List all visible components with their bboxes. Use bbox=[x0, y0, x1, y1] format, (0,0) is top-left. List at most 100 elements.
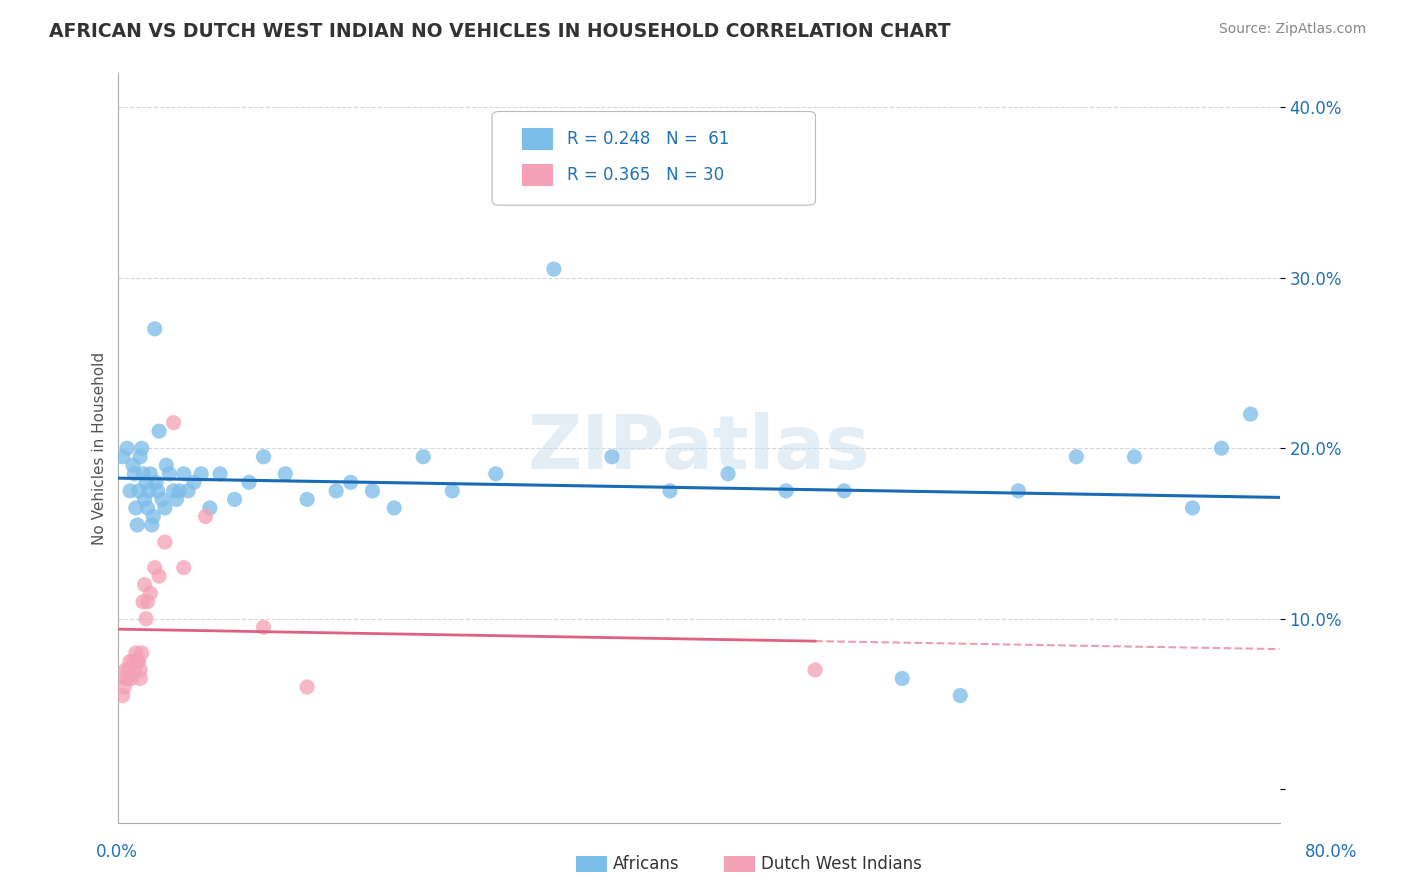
Point bbox=[717, 467, 740, 481]
Point bbox=[111, 689, 134, 703]
Point bbox=[145, 475, 167, 490]
Point bbox=[183, 475, 205, 490]
Point bbox=[118, 655, 141, 669]
Point bbox=[134, 492, 156, 507]
Point bbox=[146, 483, 169, 498]
Point bbox=[118, 483, 141, 498]
Point bbox=[129, 663, 152, 677]
Point bbox=[295, 492, 318, 507]
Point bbox=[177, 483, 200, 498]
Point bbox=[114, 672, 136, 686]
Point bbox=[129, 450, 152, 464]
Point bbox=[131, 441, 153, 455]
Point bbox=[1239, 407, 1261, 421]
Point bbox=[131, 646, 153, 660]
Point bbox=[114, 663, 136, 677]
Point bbox=[162, 416, 184, 430]
Point bbox=[148, 424, 170, 438]
Point bbox=[198, 500, 221, 515]
Point bbox=[139, 586, 162, 600]
Text: ZIPatlas: ZIPatlas bbox=[527, 412, 870, 484]
Point bbox=[155, 458, 177, 473]
Point bbox=[224, 492, 246, 507]
Point bbox=[173, 467, 195, 481]
Point bbox=[804, 663, 827, 677]
Point bbox=[141, 518, 163, 533]
Point bbox=[136, 595, 159, 609]
Point bbox=[111, 450, 134, 464]
Point bbox=[166, 492, 188, 507]
Point bbox=[138, 483, 160, 498]
Point bbox=[162, 483, 184, 498]
Point bbox=[150, 492, 173, 507]
Point bbox=[295, 680, 318, 694]
Text: Source: ZipAtlas.com: Source: ZipAtlas.com bbox=[1219, 22, 1367, 37]
Point bbox=[142, 509, 165, 524]
Point bbox=[209, 467, 232, 481]
Point bbox=[124, 467, 146, 481]
Point bbox=[148, 569, 170, 583]
Point bbox=[361, 483, 384, 498]
Point bbox=[125, 500, 148, 515]
Text: Africans: Africans bbox=[613, 855, 679, 873]
Point bbox=[128, 655, 150, 669]
Point bbox=[143, 322, 166, 336]
Text: R = 0.365   N = 30: R = 0.365 N = 30 bbox=[567, 166, 724, 184]
Point bbox=[441, 483, 464, 498]
Point bbox=[115, 441, 138, 455]
Point bbox=[775, 483, 797, 498]
Point bbox=[412, 450, 434, 464]
Point bbox=[485, 467, 508, 481]
Point bbox=[1123, 450, 1146, 464]
Point bbox=[190, 467, 212, 481]
Point bbox=[115, 672, 138, 686]
Point bbox=[1007, 483, 1029, 498]
Point bbox=[125, 646, 148, 660]
Point bbox=[136, 500, 159, 515]
Text: AFRICAN VS DUTCH WEST INDIAN NO VEHICLES IN HOUSEHOLD CORRELATION CHART: AFRICAN VS DUTCH WEST INDIAN NO VEHICLES… bbox=[49, 22, 950, 41]
Point bbox=[135, 612, 157, 626]
Point bbox=[122, 458, 145, 473]
Point bbox=[117, 663, 139, 677]
Point bbox=[339, 475, 361, 490]
Point bbox=[659, 483, 682, 498]
Point bbox=[252, 620, 274, 634]
Point bbox=[173, 560, 195, 574]
Point bbox=[112, 680, 135, 694]
Point bbox=[169, 483, 191, 498]
Point bbox=[139, 467, 162, 481]
Point bbox=[832, 483, 855, 498]
Point bbox=[153, 535, 176, 549]
Point bbox=[124, 663, 146, 677]
Point bbox=[891, 672, 914, 686]
Point bbox=[1066, 450, 1088, 464]
Y-axis label: No Vehicles in Household: No Vehicles in Household bbox=[93, 351, 107, 545]
Point bbox=[1211, 441, 1233, 455]
Text: Dutch West Indians: Dutch West Indians bbox=[761, 855, 921, 873]
Point bbox=[122, 655, 145, 669]
Point bbox=[274, 467, 297, 481]
Point bbox=[600, 450, 623, 464]
Point bbox=[134, 577, 156, 591]
Point bbox=[121, 672, 143, 686]
Point bbox=[252, 450, 274, 464]
Point bbox=[127, 518, 149, 533]
Point bbox=[325, 483, 347, 498]
Point bbox=[132, 467, 155, 481]
Point bbox=[1181, 500, 1204, 515]
Point bbox=[949, 689, 972, 703]
Point bbox=[143, 560, 166, 574]
Point bbox=[238, 475, 260, 490]
Point bbox=[129, 672, 152, 686]
Point bbox=[128, 483, 150, 498]
Point bbox=[132, 595, 155, 609]
Point bbox=[127, 655, 149, 669]
Point bbox=[382, 500, 405, 515]
Text: 80.0%: 80.0% bbox=[1305, 843, 1357, 861]
Point bbox=[135, 475, 157, 490]
Point bbox=[543, 262, 565, 277]
Point bbox=[153, 500, 176, 515]
Text: R = 0.248   N =  61: R = 0.248 N = 61 bbox=[567, 130, 728, 148]
Point bbox=[194, 509, 217, 524]
Text: 0.0%: 0.0% bbox=[96, 843, 138, 861]
